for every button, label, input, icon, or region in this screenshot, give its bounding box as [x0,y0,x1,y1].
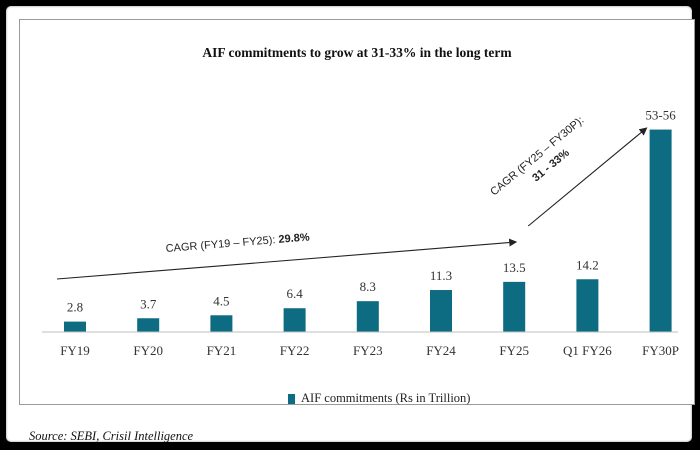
category-label: FY23 [353,343,383,358]
bar-fy25 [503,281,526,332]
cagr-arrow-fy25-fy30p [527,127,648,227]
data-label: 14.2 [576,257,599,272]
legend-label: AIF commitments (Rs in Trillion) [301,391,471,405]
category-label: FY22 [280,343,310,358]
bar-chart: 2.8 FY19 3.7 FY20 4.5 FY21 6.4 FY22 8.3 FY23 11.3 F… [42,108,679,358]
chart-title: AIF commitments to grow at 31-33% in the… [202,45,512,60]
category-label: FY24 [426,343,456,358]
legend-swatch [288,393,295,404]
legend: AIF commitments (Rs in Trillion) [288,391,470,406]
cagr-arrow-fy19-fy25 [56,238,518,280]
category-label: FY19 [60,343,90,358]
bar-fy22 [283,308,306,332]
category-label: FY30P [642,343,679,358]
category-label: FY20 [133,343,163,358]
data-label: 53-56 [645,108,676,123]
cagr-label-fy19-fy25: CAGR (FY19 – FY25): 29.8% [165,231,310,255]
category-label: Q1 FY26 [563,343,612,358]
chart-frame: AIF commitments to grow at 31-33% in the… [6,6,695,443]
chart-area: AIF commitments to grow at 31-33% in the… [19,19,695,443]
data-label: 8.3 [360,279,376,294]
data-label: 11.3 [430,268,452,283]
data-label: 2.8 [67,300,83,315]
data-label: 6.4 [286,286,303,301]
data-label: 4.5 [213,293,229,308]
bar-fy23 [356,301,379,332]
data-label: 3.7 [140,296,157,311]
source-note: Source: SEBI, Crisil Intelligence [29,429,194,443]
bar-fy30p [649,129,672,332]
data-label: 13.5 [503,260,526,275]
category-label: FY25 [499,343,529,358]
bar-fy24 [430,290,452,332]
bar-fy20 [137,318,160,332]
bar-fy19 [64,321,86,332]
category-label: FY21 [207,343,237,358]
bar-q1-fy26 [576,279,599,332]
bar-fy21 [210,315,233,332]
